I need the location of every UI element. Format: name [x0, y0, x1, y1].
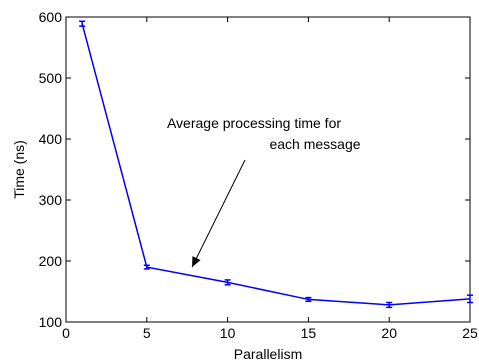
y-tick-label: 100: [39, 314, 63, 330]
annotation-line-2: each message: [269, 136, 360, 152]
x-axis-label: Parallelism: [234, 346, 302, 362]
series-line: [81, 23, 471, 306]
x-tick-label: 15: [301, 325, 317, 341]
plot-area: 0 5 10 15 20 25 100 200 300 400 500 600: [39, 9, 478, 341]
annotation-arrowhead: [192, 256, 201, 268]
y-tick-label: 500: [39, 70, 63, 86]
annotation-line-1: Average processing time for: [167, 115, 341, 131]
x-tick-label: 25: [462, 325, 478, 341]
y-tick-label: 600: [39, 9, 63, 25]
plot-frame: [65, 16, 471, 323]
x-tick-label: 0: [62, 325, 70, 341]
y-tick-label: 200: [39, 253, 63, 269]
annotation-arrow: [191, 159, 246, 268]
x-tick-label: 10: [220, 325, 236, 341]
y-axis-label: Time (ns): [11, 140, 27, 199]
x-tick-label: 5: [143, 325, 151, 341]
y-tick-label: 400: [39, 131, 63, 147]
y-tick-label: 300: [39, 192, 63, 208]
x-tick-label: 20: [381, 325, 397, 341]
